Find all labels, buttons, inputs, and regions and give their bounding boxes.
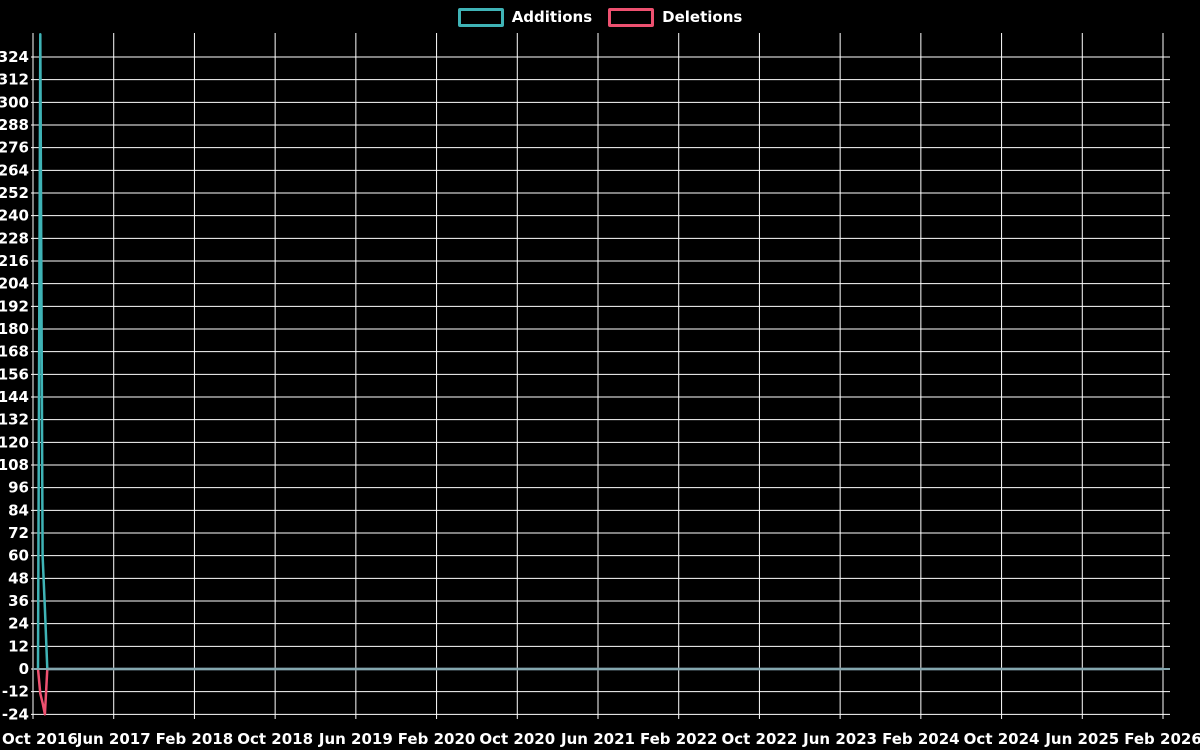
y-axis-tick-label: 120 [0, 433, 29, 451]
x-axis-tick-label: Oct 2022 [722, 730, 798, 748]
x-axis-tick-label: Jun 2025 [1044, 730, 1119, 748]
x-axis-tick-label: Feb 2022 [640, 730, 718, 748]
x-axis-tick-label: Oct 2020 [479, 730, 555, 748]
x-axis-tick-label: Jun 2021 [560, 730, 635, 748]
x-axis-tick-label: Feb 2020 [398, 730, 476, 748]
x-axis-tick-label: Feb 2018 [156, 730, 234, 748]
y-axis-tick-label: 36 [8, 592, 29, 610]
y-axis-tick-label: 132 [0, 411, 29, 429]
legend-item-deletions[interactable]: Deletions [608, 7, 742, 27]
x-axis-tick-label: Jun 2023 [802, 730, 877, 748]
x-axis-tick-label: Feb 2024 [882, 730, 960, 748]
y-axis-tick-label: 216 [0, 252, 29, 270]
y-axis-tick-label: 60 [8, 547, 29, 565]
additions-swatch [457, 7, 504, 27]
y-axis-tick-label: 156 [0, 365, 29, 383]
legend-item-additions[interactable]: Additions [457, 7, 593, 27]
y-axis-tick-label: 228 [0, 229, 29, 247]
y-axis-tick-label: 168 [0, 343, 29, 361]
chart-legend: Additions Deletions [0, 7, 1200, 27]
y-axis-tick-label: 84 [8, 501, 29, 519]
y-axis-tick-label: 96 [8, 479, 29, 497]
y-axis-tick-label: 276 [0, 139, 29, 157]
y-axis-tick-label: 252 [0, 184, 29, 202]
y-axis-tick-label: 288 [0, 116, 29, 134]
y-axis-tick-label: 24 [8, 615, 29, 633]
x-axis-tick-label: Jun 2017 [76, 730, 151, 748]
y-axis-tick-label: 300 [0, 93, 29, 111]
y-axis-tick-label: 180 [0, 320, 29, 338]
y-axis-tick-label: 12 [8, 637, 29, 655]
y-axis-tick-label: 72 [8, 524, 29, 542]
x-axis-tick-label: Oct 2018 [237, 730, 313, 748]
y-axis-tick-label: 0 [19, 660, 29, 678]
y-axis-tick-label: 264 [0, 161, 29, 179]
y-axis-tick-label: 48 [8, 569, 29, 587]
x-axis-tick-label: Oct 2016 [2, 730, 78, 748]
deletions-legend-label: Deletions [662, 8, 743, 26]
y-axis-tick-label: 108 [0, 456, 29, 474]
y-axis-tick-label: 312 [0, 71, 29, 89]
y-axis-tick-label: 144 [0, 388, 29, 406]
y-axis-tick-label: 204 [0, 275, 29, 293]
y-axis-tick-label: 192 [0, 297, 29, 315]
y-axis-tick-label: 240 [0, 207, 29, 225]
y-axis-tick-label: -12 [2, 683, 29, 701]
x-axis-tick-label: Oct 2024 [964, 730, 1040, 748]
y-axis-tick-label: 324 [0, 48, 29, 66]
y-axis-tick-label: -24 [2, 705, 29, 723]
x-axis-tick-label: Jun 2019 [318, 730, 393, 748]
deletions-swatch [608, 7, 655, 27]
additions-legend-label: Additions [511, 8, 593, 26]
x-axis-tick-label: Feb 2026 [1124, 730, 1200, 748]
